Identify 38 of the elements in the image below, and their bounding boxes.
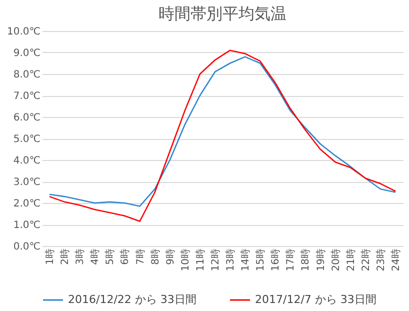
x-tick-label: 2時	[59, 248, 72, 265]
x-tick-label: 24時	[390, 248, 402, 272]
chart-title: 時間帯別平均気温	[158, 4, 286, 23]
x-tick-label: 6時	[119, 248, 132, 265]
y-tick-label: 9.0℃	[13, 48, 40, 59]
legend-label: 2017/12/7 から 33日間	[255, 293, 376, 306]
x-tick-label: 11時	[194, 248, 206, 272]
x-tick-label: 9時	[164, 248, 176, 265]
x-tick-label: 14時	[240, 248, 252, 272]
x-tick-label: 15時	[254, 248, 267, 272]
y-tick-label: 7.0℃	[13, 91, 40, 102]
y-tick-label: 5.0℃	[13, 134, 40, 145]
x-tick-label: 7時	[134, 248, 146, 265]
y-tick-label: 2.0℃	[13, 198, 40, 210]
y-tick-label: 4.0℃	[13, 156, 40, 166]
x-tick-label: 5時	[104, 248, 116, 265]
x-tick-label: 16時	[270, 248, 282, 272]
y-tick-label: 6.0℃	[13, 112, 40, 124]
x-tick-label: 23時	[374, 248, 387, 272]
y-tick-label: 10.0℃	[7, 26, 40, 38]
x-tick-label: 13時	[224, 248, 237, 272]
x-tick-label: 1時	[44, 248, 56, 265]
y-tick-label: 8.0℃	[13, 70, 40, 80]
y-tick-label: 1.0℃	[13, 220, 40, 231]
x-tick-label: 8時	[149, 248, 162, 265]
x-tick-label: 10時	[179, 248, 192, 272]
x-tick-label: 22時	[360, 248, 372, 272]
x-tick-label: 20時	[330, 248, 342, 272]
y-tick-label: 0.0℃	[13, 242, 40, 252]
legend-label: 2016/12/22 から 33日間	[68, 293, 196, 306]
x-tick-label: 4時	[89, 248, 102, 265]
x-tick-label: 3時	[74, 248, 86, 265]
x-tick-label: 21時	[344, 248, 357, 272]
x-tick-label: 17時	[284, 248, 297, 272]
x-tick-label: 18時	[300, 248, 312, 272]
x-tick-label: 12時	[209, 248, 222, 272]
x-tick-label: 19時	[314, 248, 327, 272]
y-tick-label: 3.0℃	[13, 177, 40, 188]
